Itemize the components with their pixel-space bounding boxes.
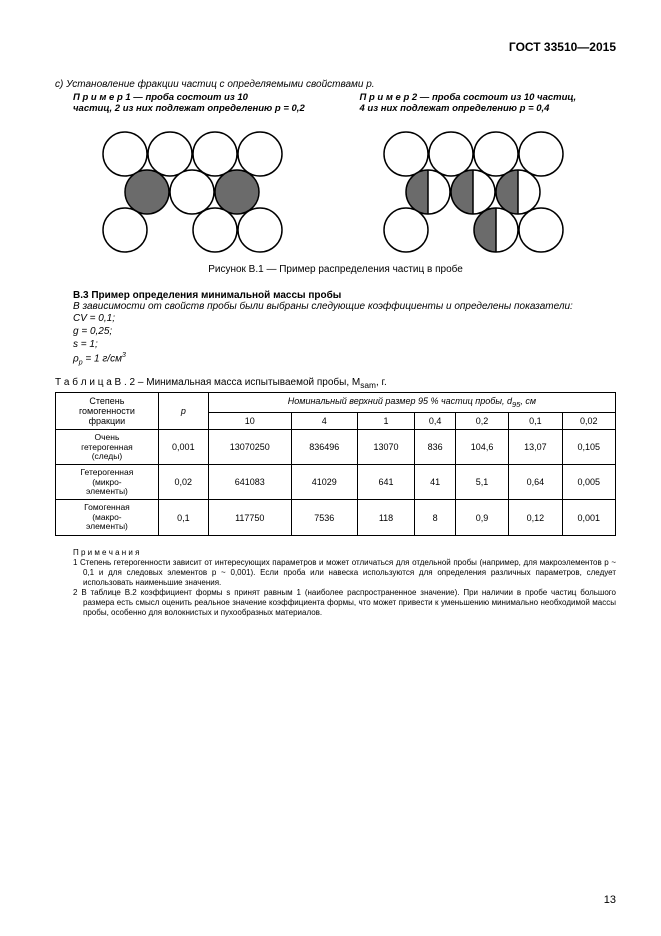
example-2: П р и м е р 2 — проба состоит из 10 част… bbox=[360, 92, 617, 114]
notes-block: П р и м е ч а н и я 1 Степень гетерогенн… bbox=[55, 548, 616, 618]
table-caption: Т а б л и ц а В . 2 – Минимальная масса … bbox=[55, 377, 616, 390]
row-value: 836496 bbox=[291, 430, 357, 465]
col-size: 0,2 bbox=[455, 413, 508, 430]
table-row: Гомогенная(макро-элементы)0,111775075361… bbox=[56, 500, 616, 535]
notes-title: П р и м е ч а н и я bbox=[73, 548, 616, 558]
row-p: 0,001 bbox=[158, 430, 208, 465]
param-s: s = 1; bbox=[73, 338, 616, 351]
b3-text: В зависимости от свойств пробы были выбр… bbox=[73, 301, 616, 312]
document-header: ГОСТ 33510—2015 bbox=[55, 40, 616, 54]
row-value: 0,9 bbox=[455, 500, 508, 535]
param-rho: ρp = 1 г/см3 bbox=[73, 351, 616, 367]
table-row: Оченьгетерогенная(следы)0,00113070250836… bbox=[56, 430, 616, 465]
row-value: 836 bbox=[415, 430, 456, 465]
row-value: 41029 bbox=[291, 465, 357, 500]
row-value: 0,001 bbox=[562, 500, 615, 535]
figure-1 bbox=[95, 124, 295, 259]
row-value: 117750 bbox=[208, 500, 291, 535]
page-number: 13 bbox=[604, 894, 616, 906]
figures-row bbox=[55, 124, 616, 259]
row-value: 641 bbox=[357, 465, 415, 500]
param-g: g = 0,25; bbox=[73, 325, 616, 338]
table-row: Гетерогенная(микро-элементы)0,0264108341… bbox=[56, 465, 616, 500]
row-value: 104,6 bbox=[455, 430, 508, 465]
col-size: 0,02 bbox=[562, 413, 615, 430]
row-label: Гетерогенная(микро-элементы) bbox=[56, 465, 159, 500]
example-row: П р и м е р 1 — проба состоит из 10 част… bbox=[73, 92, 616, 114]
col-size: 4 bbox=[291, 413, 357, 430]
row-value: 0,12 bbox=[509, 500, 562, 535]
row-value: 118 bbox=[357, 500, 415, 535]
b3-title: В.3 Пример определения минимальной массы… bbox=[73, 290, 616, 301]
col-nominal-group: Номинальный верхний размер 95 % частиц п… bbox=[208, 393, 615, 413]
param-cv: CV = 0,1; bbox=[73, 312, 616, 325]
data-table: Степень гомогенности фракции p Номинальн… bbox=[55, 392, 616, 535]
row-p: 0,1 bbox=[158, 500, 208, 535]
example-1-line1: П р и м е р 1 — проба состоит из 10 bbox=[73, 92, 330, 103]
row-value: 13,07 bbox=[509, 430, 562, 465]
row-value: 641083 bbox=[208, 465, 291, 500]
example-2-line2: 4 из них подлежат определению p = 0,4 bbox=[360, 103, 617, 114]
col-size: 0,4 bbox=[415, 413, 456, 430]
row-value: 8 bbox=[415, 500, 456, 535]
col-degree: Степень гомогенности фракции bbox=[56, 393, 159, 430]
col-size: 0,1 bbox=[509, 413, 562, 430]
row-p: 0,02 bbox=[158, 465, 208, 500]
row-value: 41 bbox=[415, 465, 456, 500]
col-size: 1 bbox=[357, 413, 415, 430]
params-block: CV = 0,1; g = 0,25; s = 1; ρp = 1 г/см3 bbox=[73, 312, 616, 367]
col-size: 10 bbox=[208, 413, 291, 430]
example-2-line1: П р и м е р 2 — проба состоит из 10 част… bbox=[360, 92, 617, 103]
row-value: 0,105 bbox=[562, 430, 615, 465]
note-1: 1 Степень гетерогенности зависит от инте… bbox=[73, 558, 616, 588]
row-value: 5,1 bbox=[455, 465, 508, 500]
page: ГОСТ 33510—2015 с) Установление фракции … bbox=[0, 0, 661, 936]
row-value: 0,005 bbox=[562, 465, 615, 500]
figure-caption: Рисунок В.1 — Пример распределения части… bbox=[55, 264, 616, 275]
example-1: П р и м е р 1 — проба состоит из 10 част… bbox=[73, 92, 330, 114]
table-head: Степень гомогенности фракции p Номинальн… bbox=[56, 393, 616, 430]
row-value: 7536 bbox=[291, 500, 357, 535]
row-value: 13070250 bbox=[208, 430, 291, 465]
figure-2 bbox=[376, 124, 576, 259]
table-body: Оченьгетерогенная(следы)0,00113070250836… bbox=[56, 430, 616, 535]
example-1-line2: частиц, 2 из них подлежат определению p … bbox=[73, 103, 330, 114]
row-value: 13070 bbox=[357, 430, 415, 465]
row-label: Оченьгетерогенная(следы) bbox=[56, 430, 159, 465]
note-2: 2 В таблице В.2 коэффициент формы s прин… bbox=[73, 588, 616, 618]
row-label: Гомогенная(макро-элементы) bbox=[56, 500, 159, 535]
row-value: 0,64 bbox=[509, 465, 562, 500]
col-p: p bbox=[158, 393, 208, 430]
section-c-text: с) Установление фракции частиц с определ… bbox=[55, 79, 616, 90]
